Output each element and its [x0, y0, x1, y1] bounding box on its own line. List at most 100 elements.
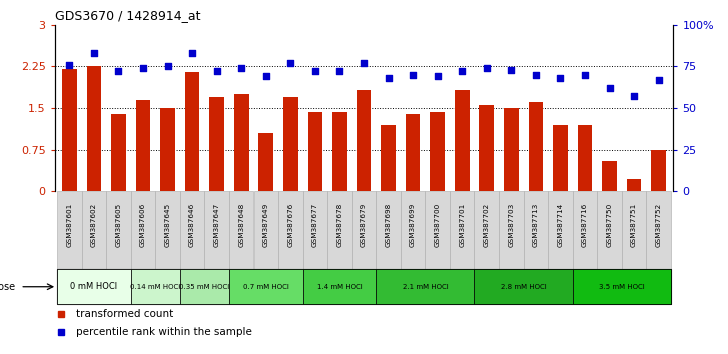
Point [285, 60, 296, 66]
Point [358, 60, 370, 66]
Bar [548, 191, 573, 269]
Bar [131, 191, 155, 269]
Text: 2.8 mM HOCl: 2.8 mM HOCl [501, 284, 547, 290]
Text: GSM387605: GSM387605 [116, 203, 122, 247]
Bar [111, 114, 126, 191]
Point [113, 69, 124, 74]
Text: GSM387601: GSM387601 [66, 203, 72, 247]
Text: 0.14 mM HOCl: 0.14 mM HOCl [130, 284, 181, 290]
Bar [258, 133, 273, 191]
Point [63, 62, 75, 68]
Bar [376, 191, 401, 269]
Point [505, 67, 517, 73]
Bar [652, 149, 666, 191]
Text: GSM387606: GSM387606 [140, 203, 146, 247]
Text: 0.35 mM HOCl: 0.35 mM HOCl [179, 284, 229, 290]
Text: GSM387701: GSM387701 [459, 203, 465, 247]
Point [88, 50, 100, 56]
Bar [553, 125, 568, 191]
Bar [455, 90, 470, 191]
Point [260, 74, 272, 79]
Text: GSM387713: GSM387713 [533, 203, 539, 247]
Text: GSM387602: GSM387602 [91, 203, 97, 247]
Bar [234, 94, 248, 191]
Bar [450, 191, 475, 269]
Bar [135, 100, 151, 191]
Text: GSM387752: GSM387752 [656, 203, 662, 247]
Bar [381, 125, 396, 191]
Point [456, 69, 468, 74]
Bar [597, 191, 622, 269]
Point [579, 72, 591, 78]
Bar [160, 108, 175, 191]
Bar [475, 269, 573, 304]
Bar [327, 191, 352, 269]
Point [211, 69, 223, 74]
Text: GSM387716: GSM387716 [582, 203, 588, 247]
Bar [523, 191, 548, 269]
Bar [185, 72, 199, 191]
Bar [278, 191, 303, 269]
Point [481, 65, 493, 71]
Point [530, 72, 542, 78]
Bar [253, 191, 278, 269]
Bar [332, 113, 347, 191]
Text: GSM387678: GSM387678 [336, 203, 342, 247]
Text: 1.4 mM HOCl: 1.4 mM HOCl [317, 284, 363, 290]
Bar [57, 269, 131, 304]
Point [235, 65, 247, 71]
Bar [303, 269, 376, 304]
Point [628, 93, 640, 99]
Point [432, 74, 443, 79]
Bar [180, 191, 205, 269]
Point [333, 69, 345, 74]
Text: GSM387646: GSM387646 [189, 203, 195, 247]
Text: 0.7 mM HOCl: 0.7 mM HOCl [243, 284, 289, 290]
Text: GSM387714: GSM387714 [558, 203, 563, 247]
Bar [57, 191, 82, 269]
Bar [307, 113, 323, 191]
Point [653, 77, 665, 82]
Bar [646, 191, 671, 269]
Text: 2.1 mM HOCl: 2.1 mM HOCl [403, 284, 448, 290]
Point [604, 85, 615, 91]
Text: GSM387751: GSM387751 [631, 203, 637, 247]
Point [162, 64, 173, 69]
Bar [180, 269, 229, 304]
Text: GSM387677: GSM387677 [312, 203, 318, 247]
Bar [210, 97, 224, 191]
Text: GSM387645: GSM387645 [165, 203, 170, 247]
Point [186, 50, 198, 56]
Text: dose: dose [0, 282, 15, 292]
Bar [577, 125, 593, 191]
Text: GSM387647: GSM387647 [213, 203, 220, 247]
Bar [529, 102, 543, 191]
Bar [283, 97, 298, 191]
Bar [87, 67, 101, 191]
Bar [475, 191, 499, 269]
Text: GSM387698: GSM387698 [386, 203, 392, 247]
Bar [573, 269, 671, 304]
Bar [602, 161, 617, 191]
Text: GDS3670 / 1428914_at: GDS3670 / 1428914_at [55, 9, 200, 22]
Bar [131, 269, 180, 304]
Bar [205, 191, 229, 269]
Text: GSM387649: GSM387649 [263, 203, 269, 247]
Bar [627, 179, 641, 191]
Bar [155, 191, 180, 269]
Text: transformed count: transformed count [76, 309, 173, 319]
Bar [303, 191, 327, 269]
Bar [480, 105, 494, 191]
Bar [229, 269, 303, 304]
Point [383, 75, 395, 81]
Point [309, 69, 321, 74]
Bar [82, 191, 106, 269]
Text: GSM387699: GSM387699 [410, 203, 416, 247]
Text: GSM387703: GSM387703 [508, 203, 515, 247]
Text: GSM387750: GSM387750 [606, 203, 612, 247]
Text: 3.5 mM HOCl: 3.5 mM HOCl [599, 284, 645, 290]
Bar [401, 191, 425, 269]
Bar [229, 191, 253, 269]
Bar [106, 191, 131, 269]
Bar [504, 108, 518, 191]
